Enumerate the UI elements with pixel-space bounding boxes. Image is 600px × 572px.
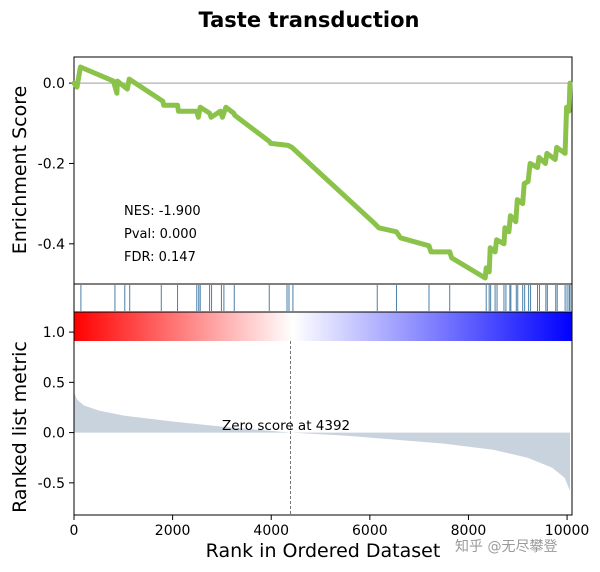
metric-ytick-label: -0.5 [38,476,65,492]
metric-ytick-label: 1.0 [43,325,65,341]
xtick-label: 4000 [253,523,289,539]
metric-area [74,392,570,491]
metric-panel-frame [73,311,573,516]
metric-ytick-label: 0.0 [43,426,65,442]
xtick-label: 0 [70,523,79,539]
x-axis-label: Rank in Ordered Dataset [206,540,441,562]
metric-ytick-label: 0.5 [43,375,65,391]
chart-title: Taste transduction [199,8,420,32]
es-y-axis: 0.0 -0.2 -0.4 [38,76,74,253]
metric-panel: Zero score at 4392 1.0 0.5 0.0 -0.5 Ranked … [9,311,573,516]
running-es-line [71,64,573,281]
es-panel: 0.0 -0.2 -0.4 NES: -1.900 Pval: 0.000 FDR:… [9,56,573,285]
es-ylabel: Enrichment Score [9,86,31,255]
hits-panel [73,283,573,313]
x-axis: 0 2000 4000 6000 8000 10000 [70,515,590,539]
nes-stat: NES: -1.900 [124,204,201,219]
metric-ylabel: Ranked list metric [9,341,31,513]
ranking-color-bar [74,312,572,341]
es-ytick-label: -0.2 [38,156,65,172]
xtick-label: 6000 [352,523,388,539]
pval-stat: Pval: 0.000 [124,227,197,242]
es-ytick-label: 0.0 [43,76,65,92]
fdr-stat: FDR: 0.147 [124,250,196,265]
xtick-label: 2000 [155,523,191,539]
xtick-label: 8000 [451,523,487,539]
zero-score-annotation: Zero score at 4392 [222,418,350,434]
es-ytick-label: -0.4 [38,237,65,253]
metric-y-axis: 1.0 0.5 0.0 -0.5 [38,325,74,492]
watermark: 知乎 @无尽攀登 [455,538,557,555]
xtick-label: 10000 [545,523,590,539]
gene-hits [80,285,571,311]
